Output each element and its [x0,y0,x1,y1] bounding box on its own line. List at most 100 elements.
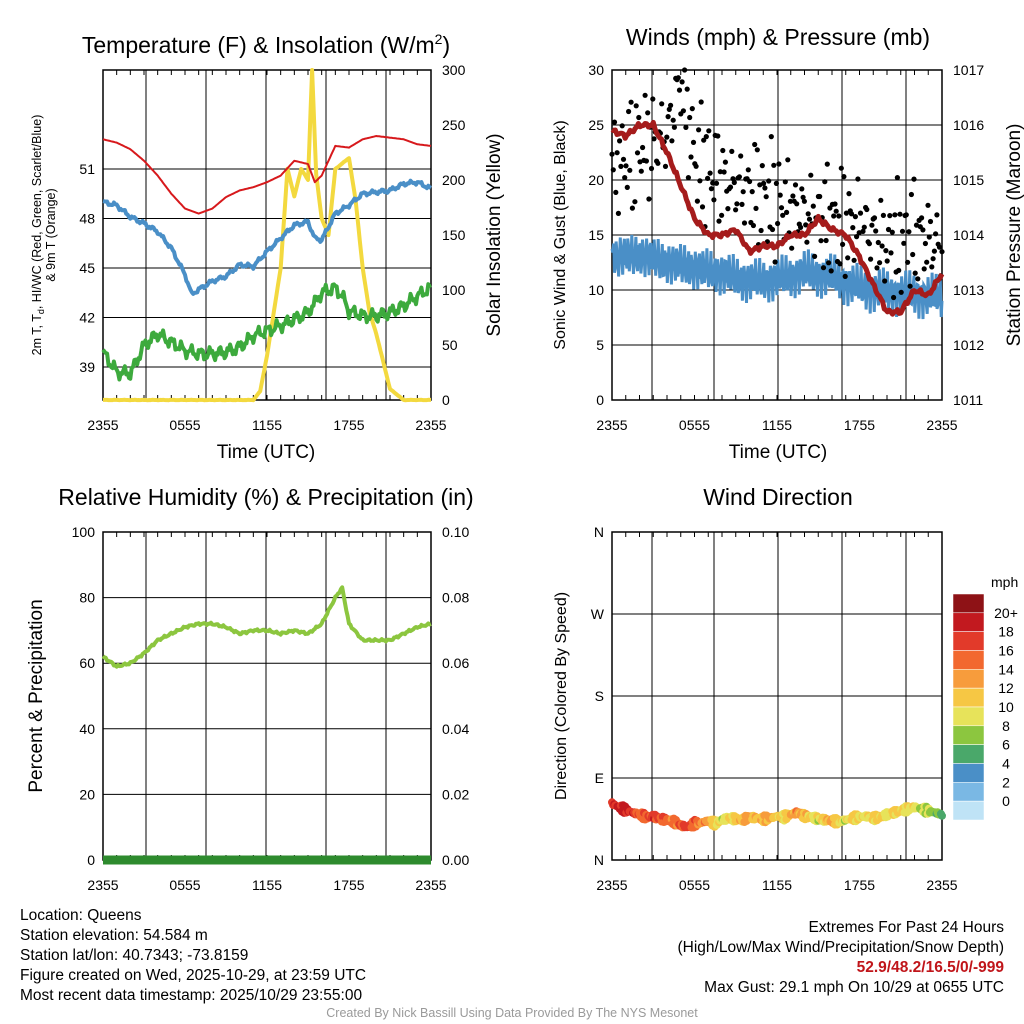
gust-point [685,175,692,181]
gust-point [878,197,884,203]
gust-point [711,197,717,203]
gust-point [926,234,932,240]
gust-point [632,199,638,205]
temperature-y2-tick-label: 150 [442,227,466,243]
temperature-y2-tick-label: 200 [442,172,466,188]
gust-point [710,180,716,186]
gust-point [706,128,712,134]
gust-point [927,218,934,225]
winds-y-tick-label: 10 [588,282,604,298]
gust-point [626,108,632,115]
gust-point [805,211,811,217]
station-latlon: Station lat/lon: 40.7343; -73.8159 [20,947,249,964]
gust-point [777,192,783,198]
colorbar-label: 8 [1002,718,1010,734]
gust-point [842,273,848,279]
gust-point [804,239,810,245]
humidity-grid [103,531,431,861]
gust-point [818,238,824,244]
gust-point [684,86,690,92]
winds-y2-tick-label: 1015 [953,172,984,188]
temperature-y-axis-label-line1: 2m T, Td, HI/WC (Red, Green, Scarlet/Blu… [30,115,46,356]
gust-point [619,123,625,129]
colorbar-unit-label: mph [991,574,1018,590]
gust-point [613,189,619,195]
wind-direction-chart-title: Wind Direction [703,484,853,510]
gust-point [894,175,901,181]
gust-point [747,178,753,185]
gust-point [734,201,740,207]
gust-point [915,276,921,282]
winds-x-minor-ticks [611,70,943,400]
colorbar-swatch [952,782,985,802]
figure-created: Figure created on Wed, 2025-10-29, at 23… [20,967,367,984]
gust-point [837,261,843,267]
gust-point [838,165,844,171]
humidity-y-axis-label: Percent & Precipitation [26,599,47,792]
winds-y-tick-label: 15 [588,227,604,243]
gust-point [664,134,670,140]
gust-point [733,207,739,213]
gust-point [877,260,883,266]
temperature-y-tick-label: 48 [79,211,95,227]
gust-point [857,210,864,216]
gust-point [754,147,760,153]
gust-point [708,186,715,192]
gust-point [648,165,655,172]
winds-y2-tick-label: 1017 [953,62,984,78]
humidity-panel: Relative Humidity (%) & Precipitation (i… [26,484,474,893]
gust-point [921,266,927,272]
wind-direction-x-tick-label: 2355 [596,877,627,893]
winds-y-tick-label: 25 [588,117,604,133]
gust-point [761,180,767,186]
gust-point [679,79,685,85]
temperature-y-tick-label: 42 [79,310,95,326]
temperature-y-tick-label: 51 [79,161,95,177]
temperature-x-axis-label: Time (UTC) [217,442,316,463]
gust-point [745,167,751,173]
gust-point [636,114,642,121]
humidity-y-tick-label: 0 [87,852,95,868]
humidity-y2-tick-label: 0.08 [442,590,469,606]
gust-point [736,174,743,180]
humidity-x-tick-label: 0555 [169,877,200,893]
gust-point [836,213,842,219]
gust-point [808,172,814,178]
gust-point [738,153,744,159]
gust-point [696,127,702,133]
gust-point [609,151,615,157]
gust-point [906,229,912,235]
gust-point [845,255,851,261]
gust-point [780,212,786,218]
temperature-y2-tick-label: 250 [442,117,466,133]
gust-point [824,161,830,167]
gust-point [817,193,823,200]
gust-point [622,175,628,181]
gust-point [651,136,657,142]
colorbar-swatch [952,631,985,651]
gust-point [785,157,791,163]
colorbar-label: 16 [998,643,1014,659]
gust-point [650,96,656,102]
gust-point [911,176,917,182]
gust-point [614,150,620,156]
gust-point [768,134,774,140]
extremes-values: 52.9/48.2/16.5/0/-999 [856,959,1004,976]
gust-point [925,202,931,208]
gust-point [833,208,839,214]
gust-point [812,253,818,259]
gust-point [705,175,711,181]
gust-point [892,212,898,218]
colorbar-swatch [952,612,985,632]
gust-point [615,210,622,216]
gust-point [715,133,721,139]
temperature-y-tick-label: 45 [79,260,95,276]
humidity-y2-tick-label: 0.04 [442,721,469,737]
temperature-chart-title: Temperature (F) & Insolation (W/m2) [82,31,450,58]
gust-point [665,114,671,120]
gust-point [855,176,861,182]
gust-point [930,256,936,262]
gust-point [671,124,678,130]
colorbar-swatch [952,744,985,764]
station-elevation: Station elevation: 54.584 m [20,927,208,944]
